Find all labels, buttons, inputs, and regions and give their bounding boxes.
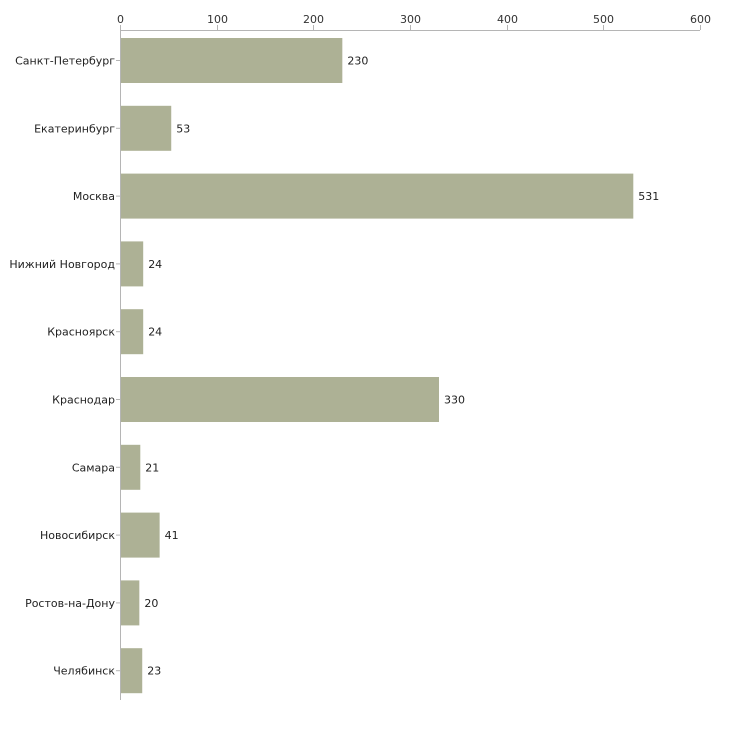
value-label: 531 xyxy=(638,190,659,203)
x-tick-label: 500 xyxy=(593,13,614,26)
bar-10 xyxy=(121,648,143,694)
category-label: Челябинск xyxy=(53,665,115,678)
value-label: 23 xyxy=(147,665,161,678)
x-tick-label: 200 xyxy=(303,13,324,26)
x-tick-label: 0 xyxy=(117,13,124,26)
value-label: 53 xyxy=(176,122,190,135)
bar-8 xyxy=(121,512,160,558)
bar-3 xyxy=(121,173,634,219)
category-label: Москва xyxy=(73,190,115,203)
x-tick-label: 400 xyxy=(497,13,518,26)
x-tick-label: 100 xyxy=(207,13,228,26)
value-label: 21 xyxy=(145,461,159,474)
bar-1 xyxy=(121,38,343,83)
value-label: 20 xyxy=(144,597,158,610)
bar-4 xyxy=(121,241,144,287)
bar-5 xyxy=(121,309,144,355)
category-label: Ростов-на-Дону xyxy=(25,597,115,610)
x-tick-label: 600 xyxy=(690,13,711,26)
category-label: Самара xyxy=(72,461,115,474)
bar-2 xyxy=(121,105,172,151)
category-label: Краснодар xyxy=(52,394,115,407)
value-label: 230 xyxy=(347,55,368,68)
category-label: Нижний Новгород xyxy=(9,258,115,271)
category-label: Красноярск xyxy=(47,326,115,339)
category-label: Екатеринбург xyxy=(34,122,115,135)
bar-6 xyxy=(121,377,439,422)
bar-7 xyxy=(121,444,141,490)
category-label: Санкт-Петербург xyxy=(15,55,115,68)
value-label: 24 xyxy=(148,258,162,271)
bar-9 xyxy=(121,580,140,626)
x-tick-label: 300 xyxy=(400,13,421,26)
category-label: Новосибирск xyxy=(40,529,115,542)
value-label: 330 xyxy=(444,394,465,407)
value-label: 41 xyxy=(165,529,179,542)
label-layer: Санкт-Петербург 230 Екатеринбург 53 Москва 53… xyxy=(9,55,659,678)
axis-layer: 0 100 200 300 400 500 600 xyxy=(116,13,711,700)
value-label: 24 xyxy=(148,326,162,339)
bar-layer xyxy=(121,38,634,694)
